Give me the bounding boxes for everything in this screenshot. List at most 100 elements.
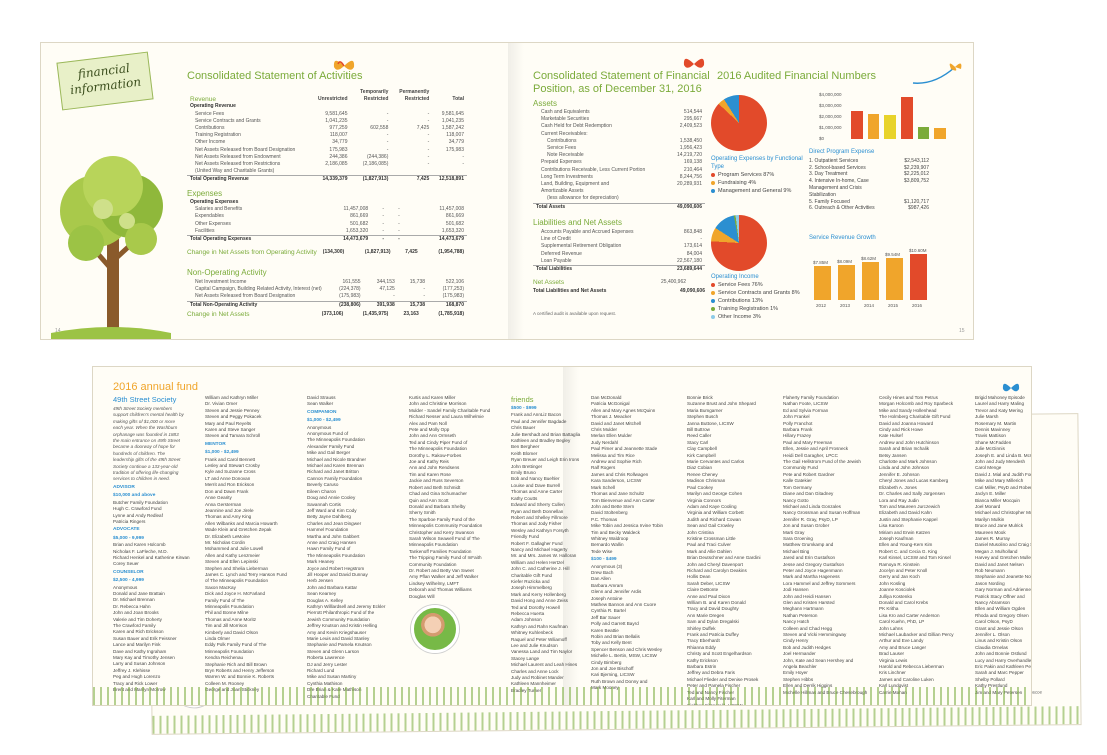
- donor-name: Dan McDonald: [591, 395, 622, 400]
- activities-title: Consolidated Statement of Activities: [187, 70, 363, 82]
- donor-name: Thomas and Jane Schultz: [591, 491, 645, 497]
- table-row: Capital Campaign, Building Related Activ…: [187, 286, 467, 293]
- donor-name: Bernardo Wallin: [591, 542, 624, 548]
- donor-name: Mohammed and Julie Lowell: [205, 546, 264, 552]
- table-row: Contributions Receivable, Less Current P…: [533, 167, 705, 174]
- donor-name: Michelle L. Bertin, MSW, LICSW: [591, 653, 657, 659]
- value-cell: -: [427, 153, 430, 160]
- donor-name: Mike Tobin and Jessica Irvine Tobin: [591, 523, 664, 529]
- growth-bar: [886, 258, 903, 300]
- row-label: Other Income: [195, 139, 226, 146]
- donor-name: Kathryn and Rahn Kaufman: [511, 623, 568, 629]
- donor-name: Andrew and Sophie Rich: [591, 459, 642, 465]
- table-row: Operating Expenses: [187, 199, 467, 206]
- value-cell: 14,219,720: [676, 152, 702, 159]
- table-row: Supplemental Retirement Obligation 173,61…: [533, 243, 705, 250]
- donor-name: Michael and Linda Gonzales: [783, 503, 841, 509]
- donor-name: Jennifer R. Gray, PsyD, LP: [783, 516, 838, 522]
- donor-name: Cannon Family Foundation: [307, 475, 363, 481]
- donor-name: Kendra Reichenau: [205, 655, 244, 661]
- value-cell: 34,779: [448, 139, 464, 146]
- donor-name: Joseph Himmelberg: [511, 585, 552, 591]
- donor-name: Michael Flieder and Denise Prosek: [687, 676, 759, 682]
- donor-name: Cynthia Mathison: [307, 680, 343, 686]
- donor-name: Bryn Roberts and Henry Jefferson: [205, 668, 275, 674]
- donor-name: Melissa and Tim Rice: [591, 452, 635, 458]
- donor-name: Colleen and Chad Hegg: [783, 625, 833, 631]
- value-cell: 11,457,008: [439, 206, 464, 213]
- donor-name: Rhianna Eddy: [687, 644, 716, 650]
- donor-name: Claire DeBonte: [687, 587, 719, 593]
- opex-pie-chart: [711, 95, 767, 151]
- legend-swatch: [711, 282, 715, 287]
- value-cell: (1,435,975): [362, 311, 389, 317]
- table-row: (United Way and Charitable Grants): [187, 168, 467, 177]
- donor-name: Cheryl Jones and Lucas Kamberg: [879, 478, 949, 484]
- liabilities-heading: Liabilities and Net Assets: [533, 218, 622, 227]
- donor-name: Steven and Peggy Pokacek: [205, 414, 262, 420]
- donor-name: Hillary Frazey: [783, 433, 812, 439]
- donor-name: John, Kate and Sean Hershey and: [783, 657, 854, 663]
- donor-name: Mark Heaney: [307, 559, 335, 565]
- donor-name: Carol Kuehn, PhD, LP: [879, 619, 925, 625]
- row-label: Supplemental Retirement Obligation: [541, 243, 622, 250]
- donor-name: James and Chris Rollwagen: [591, 471, 649, 477]
- table-row: Other Income 34,779 - - 34,779: [187, 139, 467, 146]
- donor-name: Matthew Grumkamp and: [783, 542, 834, 548]
- butterfly-swoosh-icon: [912, 63, 962, 84]
- donor-column: Dan McDonald Patricia McGonigal Allen and …: [591, 395, 683, 692]
- value-cell: 14,339,379: [322, 176, 348, 183]
- donor-name: Polly and Garrett Bayrd: [591, 621, 639, 627]
- donor-name: Thomas and Anne Moritz: [205, 616, 257, 622]
- donor-name: Amy and Kevin Kriegshauser: [307, 629, 367, 635]
- row-label: Loan Payable: [533, 257, 666, 266]
- donor-name: Glen and Kristen Harsted: [783, 600, 835, 605]
- row-label: Prepaid Expenses: [541, 159, 582, 166]
- donor-name: Thomas and Anne Carter: [511, 489, 563, 495]
- donor-name: Barbara Frank: [783, 427, 813, 433]
- donor-name: Marti Gray: [783, 529, 805, 535]
- table-row: Net Assets Released from Board Designati…: [187, 147, 467, 154]
- row-label: Marketable Securities: [541, 116, 590, 123]
- value-cell: -: [398, 236, 400, 243]
- donor-name: Bob and Judith Hedges: [783, 644, 831, 650]
- giving-level-heading: $1,000 - $2,499: [205, 450, 239, 456]
- table-row: Total Liabilities 23,689,644: [533, 266, 705, 274]
- donor-name: Jennifer E. Johnson: [879, 471, 920, 477]
- value-cell: 118,007: [329, 132, 348, 139]
- donor-column-friends: friends $500 - $999 Frank and AnnLiz Baco…: [511, 395, 591, 694]
- row-label: Contributions: [195, 125, 225, 132]
- change-ops-row: (134,300) (1,827,913) 7,425 (1,954,788): [187, 249, 467, 256]
- donor-column: Brigid Mahoney Episode Laurel and Harry M…: [975, 395, 1031, 696]
- donor-name: Dr. Rebecca Hahn: [113, 603, 151, 609]
- donor-name: Alexander Family Fund: [307, 443, 355, 449]
- donor-name: Edward and Sherry Cullen: [511, 502, 565, 508]
- donor-name: Emily Bruno: [511, 470, 536, 476]
- donor-name: Brian and Karen Holcomb: [113, 542, 166, 548]
- donor-name: Whitney Waldroop: [591, 535, 629, 541]
- donor-name: Kris Linchner: [879, 670, 906, 676]
- donor-name: Anne Gearity: [205, 495, 232, 501]
- value-cell: 1,587,242: [441, 125, 464, 132]
- table-row: Net Assets Released from Endowment 244,38…: [187, 154, 467, 161]
- butterfly-icon: [683, 58, 705, 68]
- donor-name: James C. Lynch and Terry Hanson Fund: [205, 571, 287, 577]
- donor-name: Adam Johnson: [511, 617, 542, 623]
- donor-name: Tim and Karen Rose: [409, 471, 451, 477]
- donor-name: Jason Nording: [975, 580, 1005, 586]
- donor-column: Cecily Hines and Tom Petrus Morgan Holcom…: [879, 395, 971, 696]
- donor-name: David and Janet Nelsen: [975, 561, 1024, 567]
- donor-name: Judy Nerdahl: [591, 439, 619, 445]
- donor-name: Brad Lauser: [879, 651, 905, 657]
- net-assets-label: Net Assets: [533, 279, 565, 286]
- row-label: Operating Revenue: [190, 103, 236, 110]
- donor-name: Jesse and Gregory Gustafson: [783, 561, 845, 567]
- donor-name: Steven and Jessie Penney: [205, 407, 260, 413]
- donor-name: Kathy Prestlund: [975, 683, 1008, 689]
- value-cell: 9,581,645: [441, 110, 464, 117]
- donor-name: Shirley Duffek: [687, 625, 716, 631]
- donor-name: Robert and Beth Schmidt: [409, 484, 461, 490]
- donor-name: Justin and Stephanie Kappel: [879, 516, 938, 522]
- legend-swatch: [711, 172, 715, 177]
- donor-name: Adam and Kaye Cooling: [687, 503, 737, 509]
